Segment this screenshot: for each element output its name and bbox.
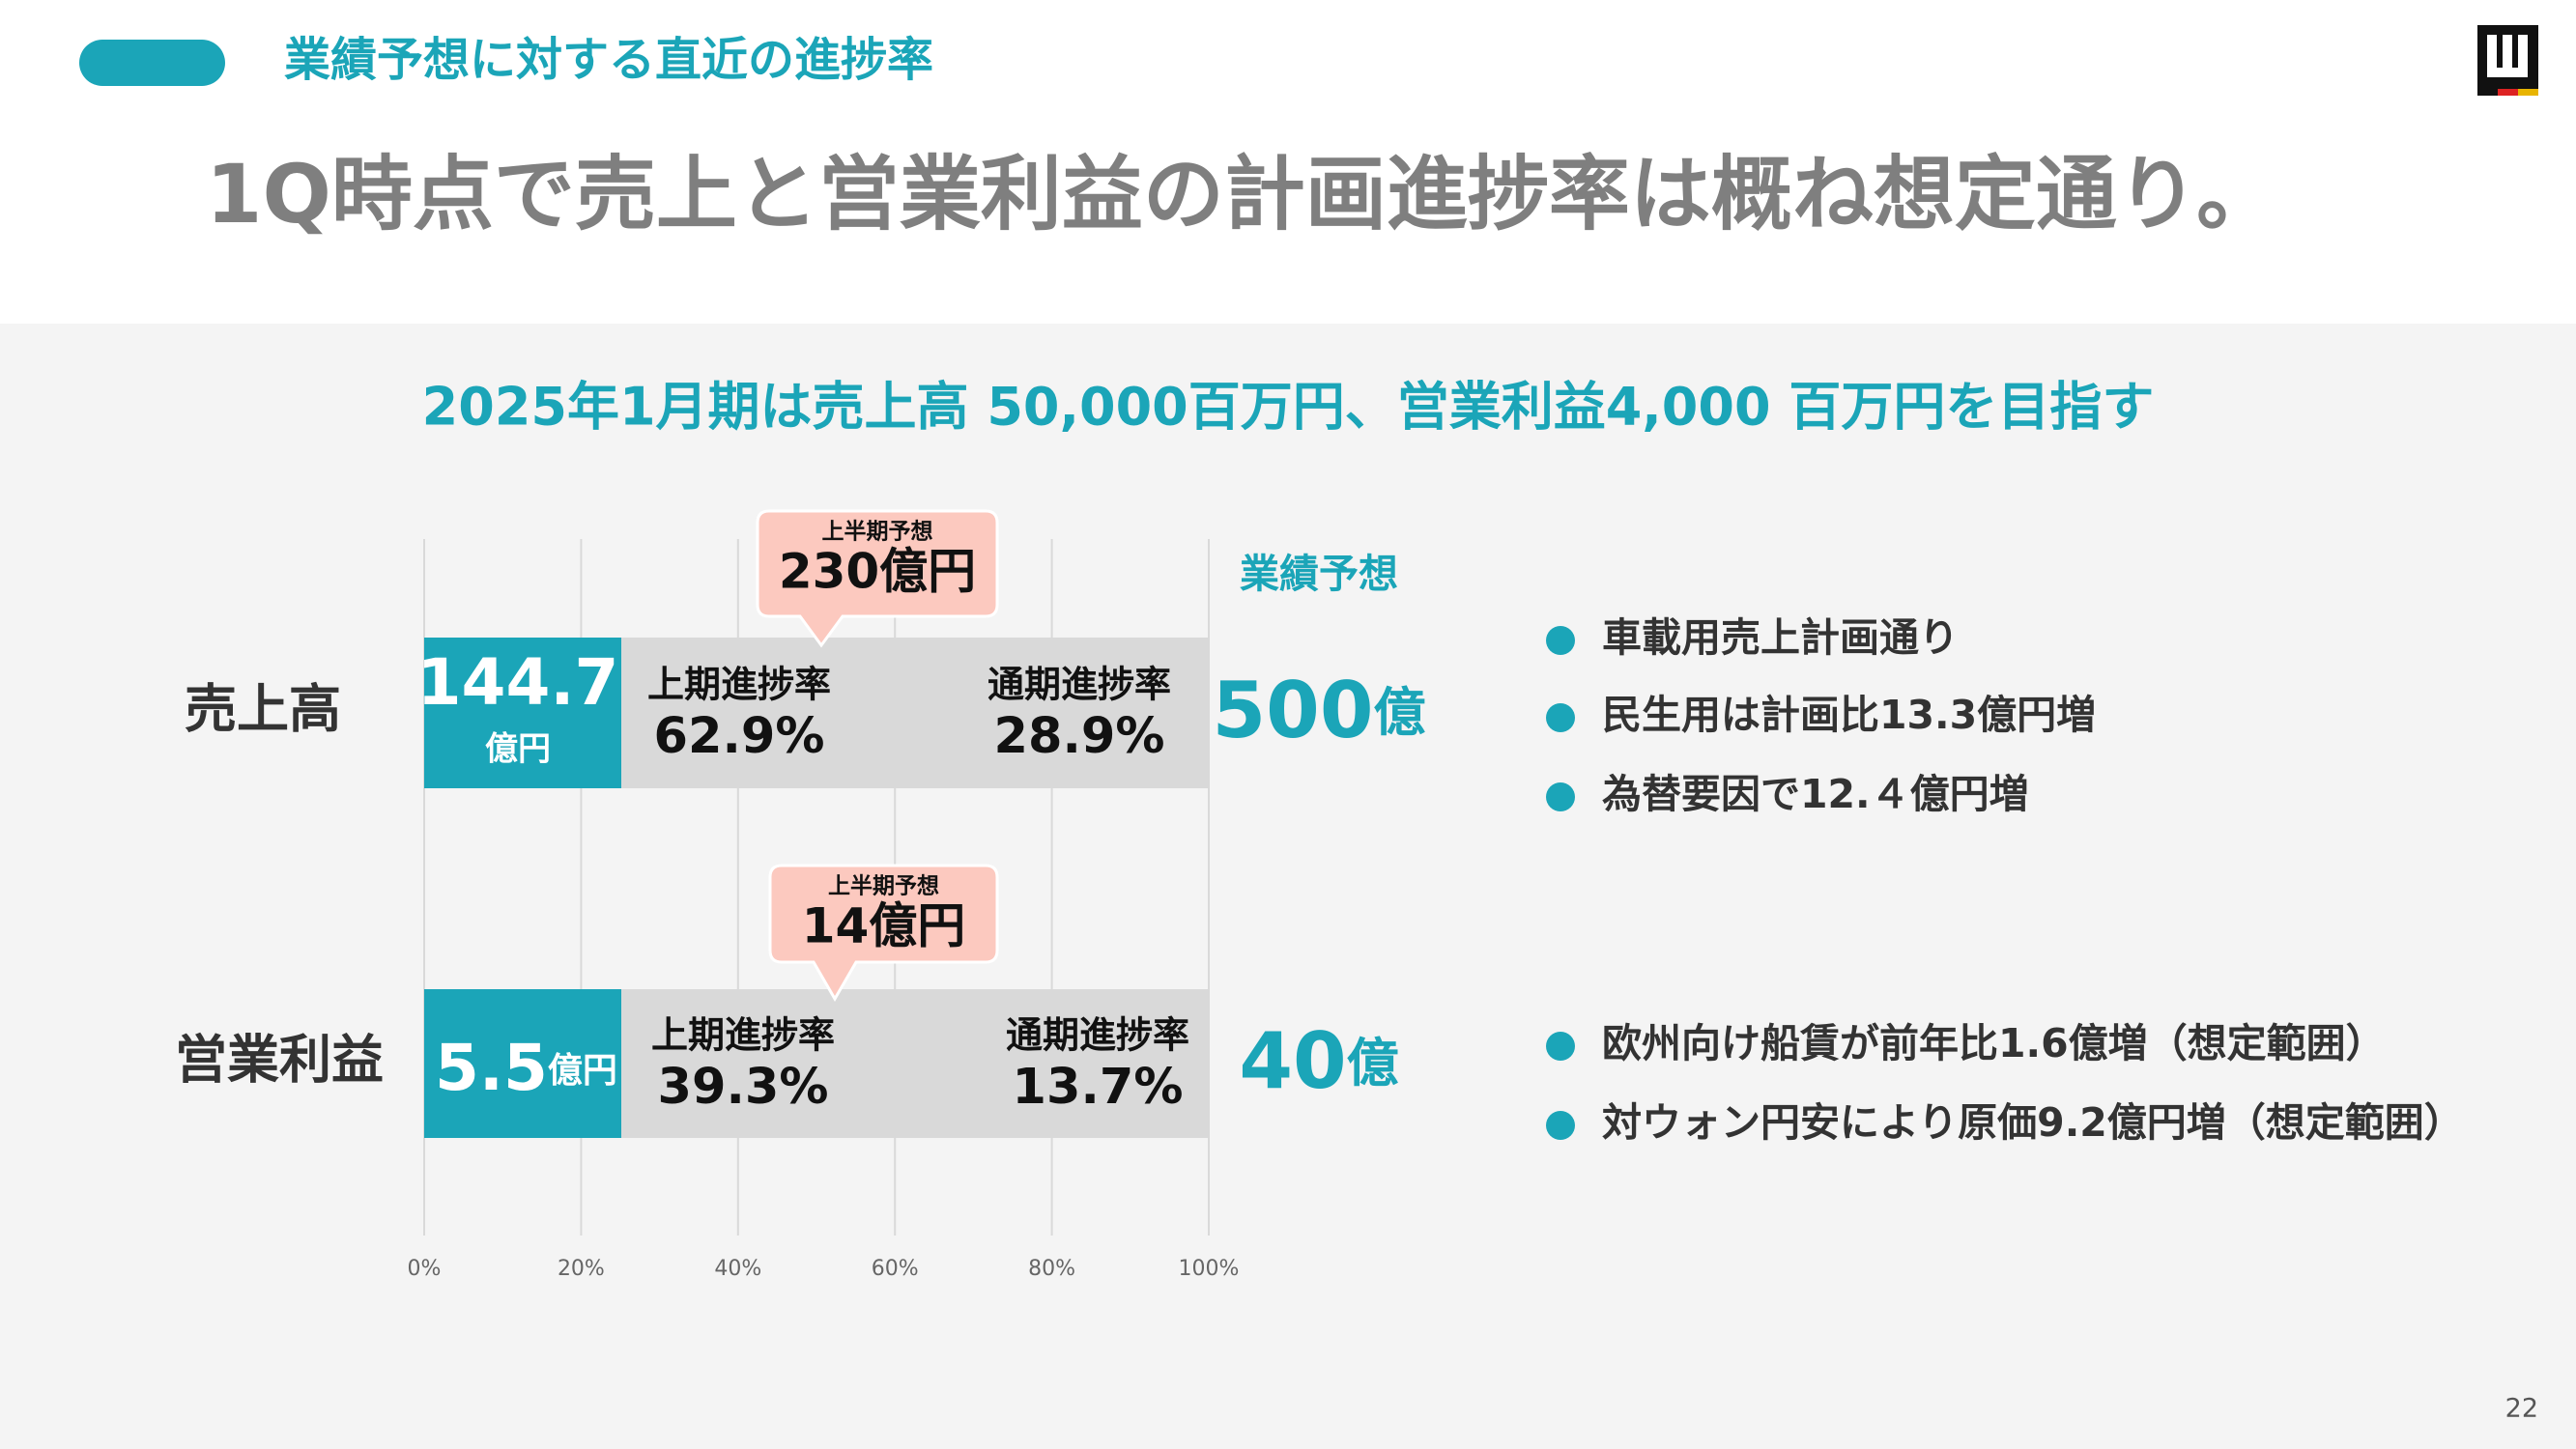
x-tick-label: 80% <box>1028 1257 1075 1281</box>
headline: 1Q時点で売上と営業利益の計画進捗率は概ね想定通り。 <box>206 147 2277 242</box>
full-progress-label: 通期進捗率 <box>1006 1014 1189 1057</box>
forecast-value: 40 <box>1239 1016 1346 1106</box>
x-tick-label: 20% <box>558 1257 605 1281</box>
note-text: 対ウォン円安により原価9.2億円増（想定範囲） <box>1602 1099 2464 1146</box>
forecast-unit: 億 <box>1374 682 1426 743</box>
header-bg <box>0 0 2576 324</box>
forecast-header: 業績予想 <box>1240 551 1398 597</box>
bullet <box>1546 782 1575 811</box>
category-label: 売上高 <box>185 679 341 740</box>
x-tick-label: 100% <box>1179 1257 1240 1281</box>
x-tick-label: 60% <box>872 1257 919 1281</box>
actual-unit: 億円 <box>485 730 551 769</box>
actual-box <box>424 989 621 1138</box>
full-progress-value: 28.9% <box>994 708 1165 765</box>
callout <box>756 509 999 648</box>
bullet <box>1546 1111 1575 1140</box>
h1-progress-label: 上期進捗率 <box>647 664 831 706</box>
section-title: 業績予想に対する直近の進捗率 <box>284 33 933 87</box>
h1-progress-value: 62.9% <box>654 708 825 765</box>
forecast-value: 500 <box>1213 666 1374 755</box>
note-text: 欧州向け船賃が前年比1.6億増（想定範囲） <box>1602 1020 2386 1066</box>
full-progress-value: 13.7% <box>1013 1059 1184 1116</box>
forecast-text: 500億 <box>1213 666 1426 755</box>
h1-forecast-label: 上半期予想 <box>828 874 939 899</box>
actual-box <box>424 638 621 788</box>
note-text: 民生用は計画比13.3億円増 <box>1602 692 2096 738</box>
x-tick-label: 40% <box>714 1257 761 1281</box>
note-text: 為替要因で12.４億円増 <box>1602 771 2029 817</box>
page-number: 22 <box>2505 1394 2538 1424</box>
note-text: 車載用売上計画通り <box>1602 614 1959 661</box>
section-pill <box>79 40 225 86</box>
forecast-text: 40億 <box>1239 1016 1398 1106</box>
forecast-unit: 億 <box>1347 1033 1399 1094</box>
bullet <box>1546 1032 1575 1061</box>
chart-title: 2025年1月期は売上高 50,000百万円、営業利益4,000 百万円を目指す <box>422 377 2155 438</box>
x-tick-label: 0% <box>408 1257 442 1281</box>
actual-unit: 億円 <box>548 1051 617 1091</box>
logo <box>2477 25 2538 96</box>
bullet <box>1546 626 1575 655</box>
h1-progress-value: 39.3% <box>658 1059 829 1116</box>
h1-forecast-value: 14億円 <box>802 898 966 954</box>
callout <box>768 864 999 1002</box>
body-bg <box>0 324 2576 1449</box>
actual-value: 5.5 <box>435 1031 548 1105</box>
actual-value: 144.7 <box>417 645 619 720</box>
h1-forecast-label: 上半期予想 <box>822 520 933 545</box>
bullet <box>1546 703 1575 732</box>
full-progress-label: 通期進捗率 <box>987 664 1171 706</box>
actual-text: 5.5億円 <box>435 1031 617 1105</box>
h1-forecast-value: 230億円 <box>779 544 976 600</box>
category-label: 営業利益 <box>175 1030 384 1091</box>
h1-progress-label: 上期進捗率 <box>651 1014 835 1057</box>
